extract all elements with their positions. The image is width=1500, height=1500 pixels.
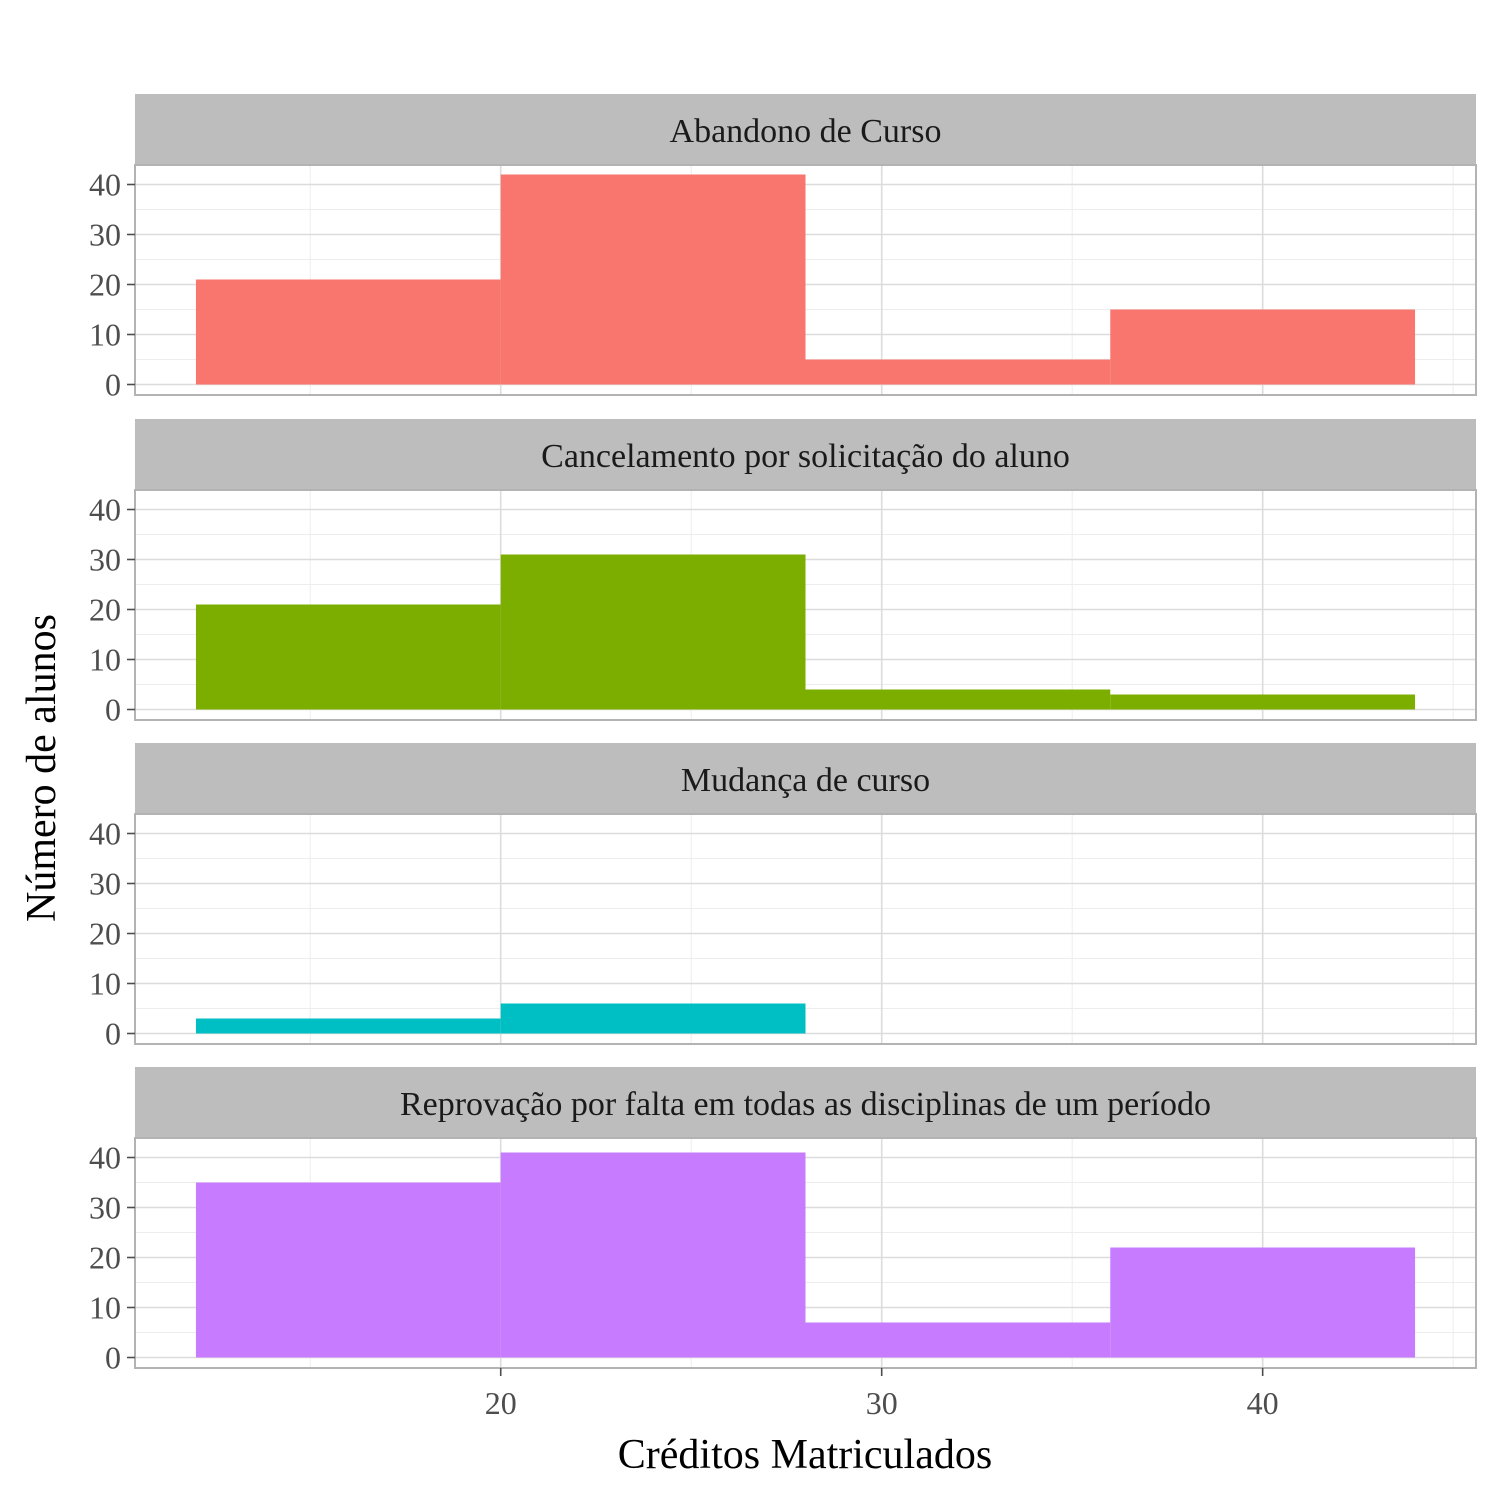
y-tick-label: 40 xyxy=(89,1140,121,1176)
panel-border xyxy=(134,489,1477,721)
y-tick-label: 0 xyxy=(105,1016,121,1052)
facet-strip xyxy=(135,94,1476,165)
y-tick-label: 10 xyxy=(89,642,121,678)
histogram-bar xyxy=(500,174,806,385)
facet-strip-title: Cancelamento por solicitação do aluno xyxy=(541,438,1070,475)
panel-border xyxy=(134,164,1477,396)
histogram-bar xyxy=(1110,309,1416,385)
histogram-bar xyxy=(195,604,501,710)
y-tick-label: 20 xyxy=(89,916,121,952)
facet-strip xyxy=(135,1067,1476,1138)
histogram-bar xyxy=(195,279,501,385)
x-tick-label: 30 xyxy=(866,1385,898,1421)
y-tick-label: 30 xyxy=(89,866,121,902)
facet-strip-title: Reprovação por falta em todas as discipl… xyxy=(400,1086,1211,1123)
y-tick-label: 20 xyxy=(89,592,121,628)
histogram-bar xyxy=(500,1003,806,1034)
histogram-bar xyxy=(1110,694,1416,710)
x-tick-label: 20 xyxy=(485,1385,517,1421)
y-tick-label: 0 xyxy=(105,692,121,728)
y-tick-label: 10 xyxy=(89,1290,121,1326)
y-tick-label: 20 xyxy=(89,1240,121,1276)
histogram-bar xyxy=(805,359,1111,385)
histogram-bar xyxy=(805,689,1111,710)
y-tick-label: 30 xyxy=(89,217,121,253)
histogram-bar xyxy=(500,554,806,710)
x-tick-label: 40 xyxy=(1247,1385,1279,1421)
facet-panel: Abandono de Curso 0 10 20 30 40 xyxy=(89,94,1477,403)
panel-border xyxy=(134,1137,1477,1369)
x-axis: 20 30 40 xyxy=(485,1368,1279,1421)
facet-panel: Mudança de curso 0 10 20 30 40 xyxy=(89,743,1477,1052)
histogram-bar xyxy=(805,1322,1111,1358)
facet-strip-title: Mudança de curso xyxy=(681,762,930,799)
facet-strip xyxy=(135,419,1476,490)
histogram-bar xyxy=(195,1182,501,1358)
panel-border xyxy=(134,813,1477,1045)
facet-panel: Reprovação por falta em todas as discipl… xyxy=(89,1067,1477,1376)
y-tick-label: 40 xyxy=(89,492,121,528)
histogram-bar xyxy=(1110,1247,1416,1358)
histogram-bar xyxy=(195,1018,501,1034)
y-axis-title: Número de alunos xyxy=(19,614,65,922)
facet-strip-title: Abandono de Curso xyxy=(670,113,942,150)
y-tick-label: 30 xyxy=(89,1190,121,1226)
y-tick-label: 40 xyxy=(89,167,121,203)
y-tick-label: 40 xyxy=(89,816,121,852)
y-tick-label: 10 xyxy=(89,966,121,1002)
x-axis-title: Créditos Matriculados xyxy=(618,1432,992,1478)
facet-strip xyxy=(135,743,1476,814)
y-tick-label: 20 xyxy=(89,267,121,303)
histogram-bar xyxy=(500,1152,806,1358)
facet-panel: Cancelamento por solicitação do aluno 0 10… xyxy=(89,419,1477,728)
y-tick-label: 0 xyxy=(105,1340,121,1376)
y-tick-label: 10 xyxy=(89,317,121,353)
y-tick-label: 0 xyxy=(105,367,121,403)
y-tick-label: 30 xyxy=(89,542,121,578)
